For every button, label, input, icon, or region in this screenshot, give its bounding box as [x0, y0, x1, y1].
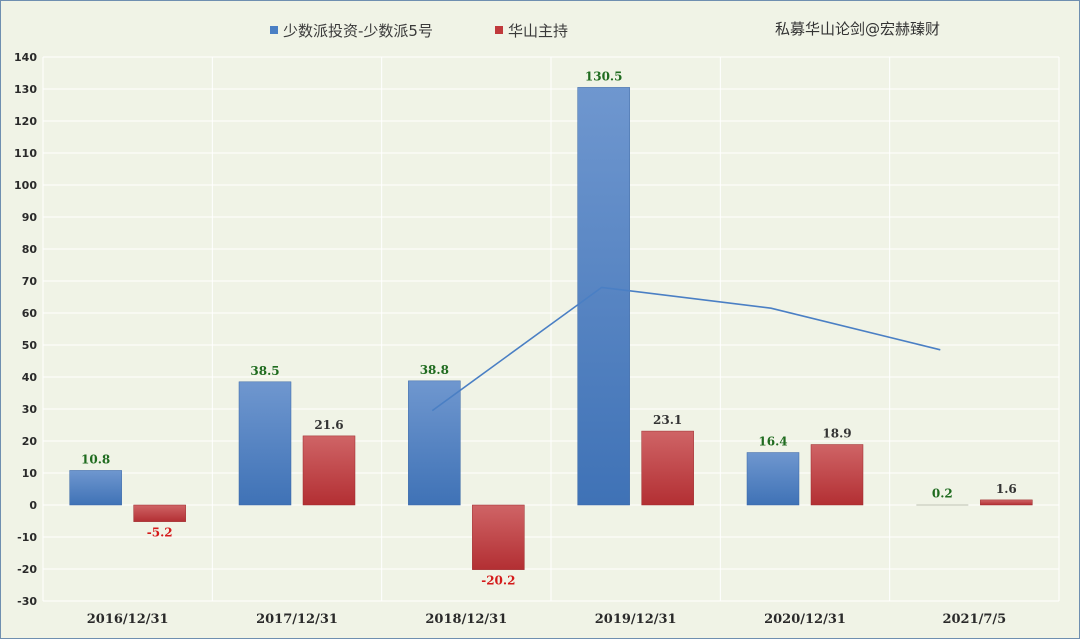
y-tick-label: 40	[22, 371, 38, 384]
x-tick-label: 2019/12/31	[595, 612, 677, 627]
watermark: 私募华山论剑@宏赫臻财	[775, 20, 940, 38]
data-label: 16.4	[758, 435, 787, 449]
y-tick-label: 70	[22, 275, 38, 288]
bar-series-b	[472, 504, 525, 570]
bar-series-b	[980, 499, 1033, 506]
y-tick-label: 20	[22, 435, 38, 448]
data-label: 1.6	[996, 482, 1017, 496]
x-tick-label: 2021/7/5	[942, 612, 1006, 627]
y-tick-label: -10	[17, 531, 37, 544]
data-label: -20.2	[481, 574, 515, 588]
data-label: 10.8	[81, 452, 110, 466]
y-tick-label: 110	[14, 147, 37, 160]
data-label: 0.2	[932, 486, 953, 500]
data-labels: 10.8 38.5 38.8 130.5 16.4 0.2 -5.2 21.6 -20.2 23.…	[81, 69, 1017, 587]
bar-series-b	[133, 504, 186, 522]
y-tick-label: 90	[22, 211, 38, 224]
data-label: 18.9	[822, 427, 851, 441]
y-tick-label: -20	[17, 563, 37, 576]
y-tick-label: 0	[29, 499, 37, 512]
y-tick-label: 30	[22, 403, 38, 416]
axis-labels: 1401301201101009080706050403020100-10-20…	[14, 51, 1006, 627]
legend-swatch-series-b	[495, 26, 503, 34]
bar-series-a	[69, 470, 122, 506]
trend-line-path	[431, 286, 941, 412]
y-tick-label: 100	[14, 179, 37, 192]
legend: 少数派投资-少数派5号 华山主持	[270, 22, 568, 40]
legend-label-series-a: 少数派投资-少数派5号	[283, 22, 433, 40]
bar-series-b	[810, 444, 864, 506]
bar-series-a	[408, 380, 461, 506]
bar-series-a	[916, 504, 969, 506]
legend-swatch-series-a	[270, 26, 278, 34]
x-tick-label: 2018/12/31	[425, 612, 507, 627]
data-label: 21.6	[314, 418, 343, 432]
y-tick-label: 80	[22, 243, 38, 256]
y-tick-label: 130	[14, 83, 37, 96]
legend-label-series-b: 华山主持	[508, 22, 568, 40]
bar-series-b	[302, 435, 356, 506]
bar-series-b	[641, 430, 694, 506]
data-label: -5.2	[147, 526, 173, 540]
bar-series-a	[746, 452, 800, 506]
trend-line	[431, 286, 941, 412]
y-tick-label: 60	[22, 307, 38, 320]
x-tick-label: 2017/12/31	[256, 612, 338, 627]
y-tick-label: -30	[17, 595, 37, 608]
data-label: 38.5	[250, 364, 279, 378]
data-label: 130.5	[585, 69, 623, 83]
bars	[69, 87, 1033, 570]
data-label: 23.1	[653, 413, 682, 427]
y-tick-label: 50	[22, 339, 38, 352]
y-tick-label: 10	[22, 467, 38, 480]
bar-series-a	[238, 381, 292, 506]
data-label: 38.8	[420, 363, 449, 377]
bar-series-a	[577, 87, 630, 506]
x-tick-label: 2016/12/31	[87, 612, 169, 627]
gridlines	[42, 56, 1060, 602]
y-tick-label: 120	[14, 115, 37, 128]
x-tick-label: 2020/12/31	[764, 612, 846, 627]
y-tick-label: 140	[14, 51, 37, 64]
